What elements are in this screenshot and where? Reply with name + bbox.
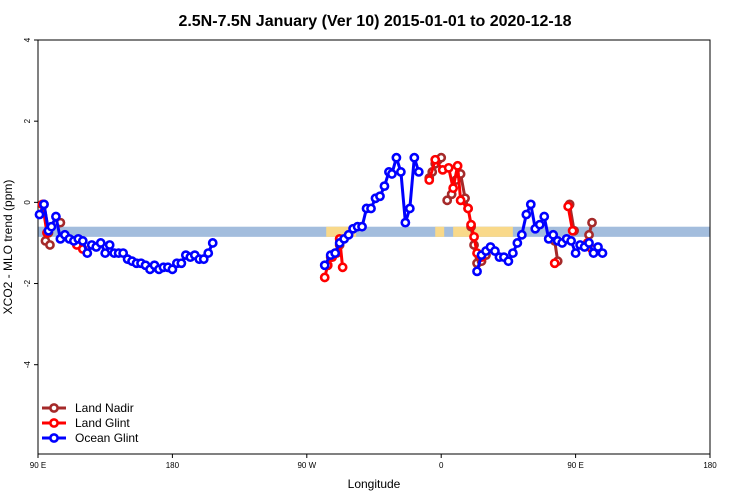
y-tick-label: -2 xyxy=(23,279,32,287)
data-point xyxy=(46,221,57,232)
y-tick-label: 0 xyxy=(23,200,32,205)
data-point xyxy=(198,254,209,265)
data-point xyxy=(443,162,454,173)
data-point xyxy=(319,272,330,283)
data-point xyxy=(516,229,527,240)
data-point xyxy=(104,240,115,250)
data-point xyxy=(319,260,330,271)
legend-label: Ocean Glint xyxy=(75,431,139,445)
data-point xyxy=(521,209,532,220)
data-point xyxy=(176,258,187,269)
plot-frame xyxy=(37,39,711,455)
data-point xyxy=(490,246,500,256)
band-highlight xyxy=(453,226,513,237)
data-point xyxy=(525,199,536,210)
data-point xyxy=(100,248,111,258)
x-axis: 90 E 180 90 W 0 90 E 180 xyxy=(30,454,717,470)
y-tick-label: 2 xyxy=(23,118,32,123)
x-tick-label: 0 xyxy=(439,461,444,470)
data-point xyxy=(539,211,550,222)
data-point xyxy=(34,209,45,220)
data-point xyxy=(566,236,577,246)
data-point xyxy=(203,248,214,258)
x-tick-label: 90 E xyxy=(30,461,46,470)
data-point xyxy=(391,152,402,163)
plot-area xyxy=(34,39,711,455)
data-point xyxy=(463,203,473,214)
data-point xyxy=(587,217,597,228)
data-point xyxy=(366,203,376,214)
series-line xyxy=(427,158,483,259)
data-point xyxy=(549,258,560,269)
data-point xyxy=(452,160,463,171)
band-highlight xyxy=(435,226,445,237)
data-point xyxy=(395,167,406,177)
legend-label: Land Nadir xyxy=(75,401,134,415)
data-point xyxy=(503,256,514,267)
data-point xyxy=(45,240,55,250)
data-point xyxy=(337,262,348,273)
x-tick-label: 180 xyxy=(703,461,717,470)
data-point xyxy=(455,195,466,206)
data-point xyxy=(343,229,354,240)
data-point xyxy=(472,266,482,277)
x-tick-label: 90 W xyxy=(297,461,316,470)
data-point xyxy=(584,229,594,240)
data-point xyxy=(466,219,476,230)
data-point xyxy=(413,167,424,177)
data-point xyxy=(330,248,341,258)
y-tick-label: 4 xyxy=(23,37,32,42)
series-layer xyxy=(34,152,608,283)
data-point xyxy=(404,203,415,214)
data-point xyxy=(95,238,106,248)
y-axis: 4 2 0 -2 -4 xyxy=(23,37,38,368)
series-line xyxy=(475,202,604,272)
data-point xyxy=(548,229,559,240)
legend-marker xyxy=(49,403,59,413)
data-point xyxy=(570,248,581,258)
x-tick-label: 90 E xyxy=(567,461,583,470)
data-point xyxy=(409,152,420,163)
data-point xyxy=(593,242,603,252)
data-point xyxy=(400,217,411,228)
data-point xyxy=(357,221,367,232)
data-point xyxy=(424,175,435,185)
data-point xyxy=(567,225,578,236)
legend-marker xyxy=(49,418,59,428)
data-point xyxy=(534,219,545,230)
data-point xyxy=(375,191,385,202)
band-highlight xyxy=(326,226,357,237)
data-point xyxy=(430,154,441,165)
series-ocean-glint xyxy=(34,152,608,277)
data-point xyxy=(584,238,594,248)
data-point xyxy=(379,181,390,192)
data-point xyxy=(507,248,518,258)
legend-label: Land Glint xyxy=(75,416,130,430)
data-point xyxy=(512,238,523,248)
reference-band-rect xyxy=(38,226,710,237)
data-point xyxy=(51,211,61,222)
chart-title: 2.5N-7.5N January (Ver 10) 2015-01-01 to… xyxy=(178,13,571,30)
data-point xyxy=(82,248,93,258)
data-point xyxy=(207,238,218,248)
x-tick-label: 180 xyxy=(166,461,180,470)
data-point xyxy=(597,248,608,258)
y-tick-label: -4 xyxy=(23,361,32,369)
data-point xyxy=(39,199,49,210)
legend-marker xyxy=(49,433,59,443)
data-point xyxy=(563,201,574,212)
data-point xyxy=(469,231,479,242)
data-point xyxy=(448,183,459,194)
data-point xyxy=(118,248,129,258)
data-point xyxy=(442,195,453,206)
data-point xyxy=(387,169,397,179)
reference-band xyxy=(38,226,710,237)
x-axis-title: Longitude xyxy=(348,477,401,491)
data-point xyxy=(588,248,599,258)
y-axis-title: XCO2 - MLO trend (ppm) xyxy=(1,180,15,315)
data-point xyxy=(77,236,88,246)
data-point xyxy=(167,264,178,275)
